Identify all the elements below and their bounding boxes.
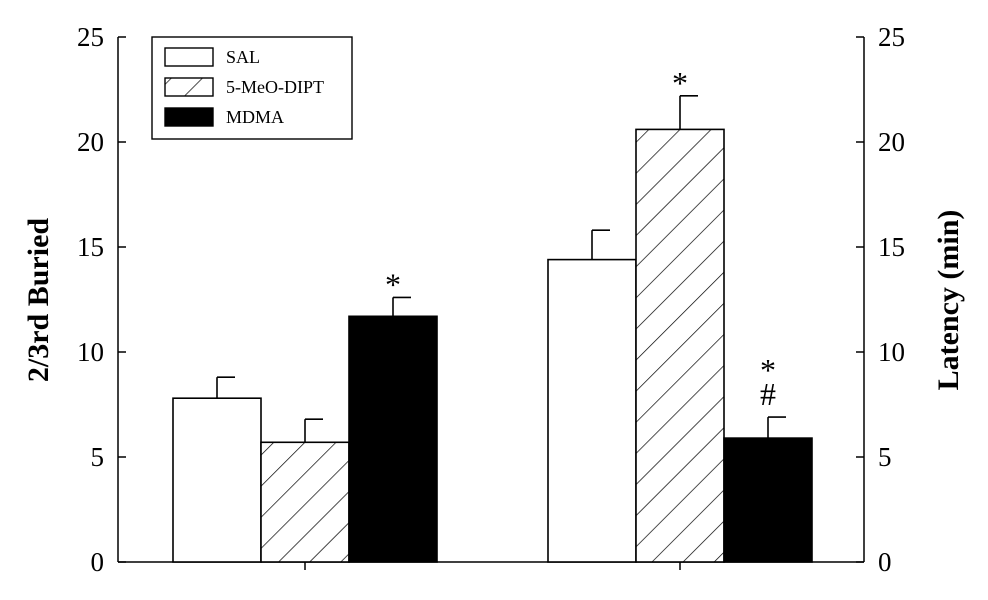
legend-swatch [164, 47, 214, 67]
y-tick-label-right: 5 [878, 442, 892, 472]
y-tick-label-left: 5 [91, 442, 105, 472]
significance-marker: * [385, 266, 401, 302]
y-tick-label-right: 0 [878, 547, 892, 577]
legend-label: MDMA [226, 107, 284, 127]
y-axis-title-right: Latency (min) [932, 210, 965, 391]
legend-swatch [164, 107, 214, 127]
y-tick-label-left: 15 [77, 232, 104, 262]
significance-marker: * [760, 352, 776, 388]
bar-sal [547, 258, 637, 563]
y-tick-label-right: 15 [878, 232, 905, 262]
bar-mdma [348, 315, 438, 563]
y-tick-label-right: 10 [878, 337, 905, 367]
y-tick-label-right: 25 [878, 22, 905, 52]
bar-mdma [723, 437, 813, 563]
bar-5-meo-dipt [635, 128, 725, 563]
annotations: ***# [385, 65, 776, 412]
bar-5-meo-dipt [260, 441, 350, 563]
axes: 0 0 5 5 10 10 15 15 20 20 25 25 [77, 22, 905, 577]
y-tick-label-left: 20 [77, 127, 104, 157]
bar-sal [172, 397, 262, 563]
significance-marker: * [672, 65, 688, 101]
y-axis-title-left: 2/3rd Buried [22, 218, 55, 382]
legend-label: 5-MeO-DIPT [226, 77, 324, 97]
bars [172, 128, 813, 563]
y-tick-label-left: 10 [77, 337, 104, 367]
significance-marker: # [760, 376, 776, 412]
legend-swatch [164, 77, 214, 97]
legend-label: SAL [226, 47, 260, 67]
y-tick-label-right: 20 [878, 127, 905, 157]
y-tick-label-left: 25 [77, 22, 104, 52]
y-tick-label-left: 0 [91, 547, 105, 577]
error-bars [216, 95, 786, 443]
legend: SAL 5-MeO-DIPT MDMA [151, 36, 353, 140]
